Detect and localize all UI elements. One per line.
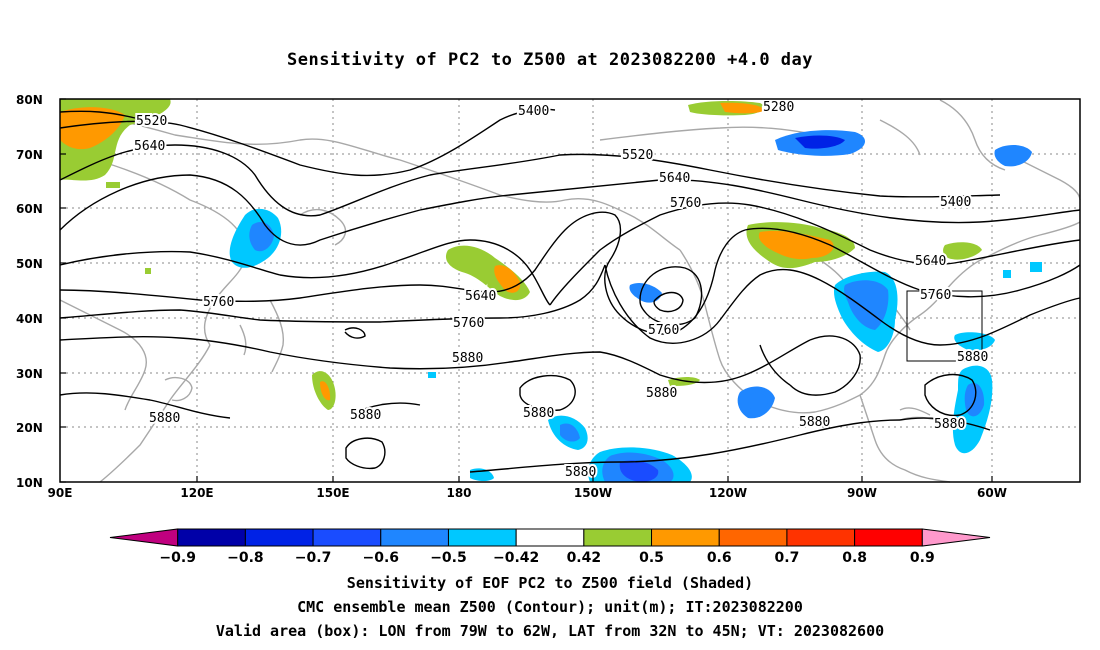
contour-label: 5400	[518, 104, 549, 119]
lat-label: 10N	[16, 476, 43, 490]
colorbar-tick-label: 0.5	[639, 550, 664, 566]
z500-contours	[59, 108, 1081, 473]
contour-label: 5640	[915, 254, 946, 269]
colorbar-segment	[786, 528, 856, 547]
colorbar-tick-label: 0.9	[910, 550, 935, 566]
valid-area-box	[906, 290, 983, 362]
contour-label: 5880	[957, 350, 988, 365]
colorbar-arrow-low	[109, 528, 179, 547]
contour-label: 5880	[452, 351, 483, 366]
lat-labels: 80N 70N 60N 50N 40N 30N 20N 10N	[16, 93, 43, 490]
colorbar-segment	[312, 528, 382, 547]
colorbar-tick-label: −0.5	[430, 550, 467, 566]
contour-label: 5280	[763, 100, 794, 115]
colorbar-tick-label: −0.9	[159, 550, 196, 566]
caption-line-2: CMC ensemble mean Z500 (Contour); unit(m…	[297, 598, 803, 616]
colorbar-segment	[583, 528, 653, 547]
colorbar-segment	[380, 528, 449, 547]
caption-line-3: Valid area (box): LON from 79W to 62W, L…	[215, 622, 885, 640]
contour-label: 5400	[940, 195, 971, 210]
lat-label: 30N	[16, 367, 43, 381]
contour-label: 5640	[134, 139, 165, 154]
colorbar-tick-label: 0.7	[775, 550, 800, 566]
colorbar-tick-label: −0.42	[493, 550, 539, 566]
colorbar-segment	[177, 528, 246, 547]
colorbar-arrow-high	[921, 528, 991, 547]
lat-label: 40N	[16, 312, 43, 326]
contour-label: 5880	[350, 408, 381, 423]
lat-label: 20N	[16, 421, 43, 435]
lon-label: 150W	[574, 486, 612, 500]
colorbar-tick-label: 0.8	[842, 550, 867, 566]
shaded-sensitivity	[60, 99, 1042, 482]
contour-label: 5640	[659, 171, 690, 186]
contour-label: 5760	[203, 295, 234, 310]
contour-label: 5760	[648, 323, 679, 338]
lon-label: 120E	[180, 486, 213, 500]
contour-labels: 5280 5400 5400 5520 5520 5640 5640 5640 …	[132, 98, 990, 482]
lon-label: 150E	[316, 486, 349, 500]
axis-ticks	[60, 98, 993, 483]
lon-label: 60W	[977, 486, 1007, 500]
colorbar-segment	[854, 528, 923, 547]
colorbar-tick-label: −0.6	[363, 550, 400, 566]
lon-label: 90E	[48, 486, 73, 500]
colorbar-tick-label: −0.7	[295, 550, 332, 566]
contour-label: 5880	[646, 386, 677, 401]
contour-label: 5760	[453, 316, 484, 331]
colorbar-tick-label: 0.6	[707, 550, 732, 566]
colorbar-tick-label: −0.8	[227, 550, 264, 566]
caption-line-1: Sensitivity of EOF PC2 to Z500 field (Sh…	[346, 574, 754, 592]
lat-label: 50N	[16, 257, 43, 271]
colorbar-tick-label: 0.42	[567, 550, 602, 566]
colorbar-segment	[718, 528, 788, 547]
contour-label: 5520	[622, 148, 653, 163]
contour-label: 5640	[465, 289, 496, 304]
lon-label: 90W	[847, 486, 877, 500]
lat-label: 60N	[16, 202, 43, 216]
lon-labels: 90E 120E 150E 180 150W 120W 90W 60W	[48, 486, 1007, 500]
contour-label: 5760	[670, 196, 701, 211]
contour-label: 5880	[565, 465, 596, 480]
contour-label: 5880	[523, 406, 554, 421]
lat-label: 80N	[16, 93, 43, 107]
colorbar: −0.9 −0.8 −0.7 −0.6 −0.5 −0.42 0.42 0.5 0.6 0.7 0.…	[109, 528, 991, 566]
plot-border	[59, 98, 1081, 483]
contour-label: 5880	[934, 417, 965, 432]
colorbar-segment	[244, 528, 314, 547]
colorbar-segment	[651, 528, 720, 547]
contour-label: 5520	[136, 114, 167, 129]
lat-label: 70N	[16, 148, 43, 162]
map-title: Sensitivity of PC2 to Z500 at 2023082200…	[286, 50, 813, 70]
lon-label: 180	[446, 486, 471, 500]
contour-label: 5880	[799, 415, 830, 430]
contour-label: 5760	[920, 288, 951, 303]
colorbar-segment	[515, 528, 585, 547]
contour-label: 5880	[149, 411, 180, 426]
lon-label: 120W	[709, 486, 747, 500]
colorbar-segment	[447, 528, 517, 547]
